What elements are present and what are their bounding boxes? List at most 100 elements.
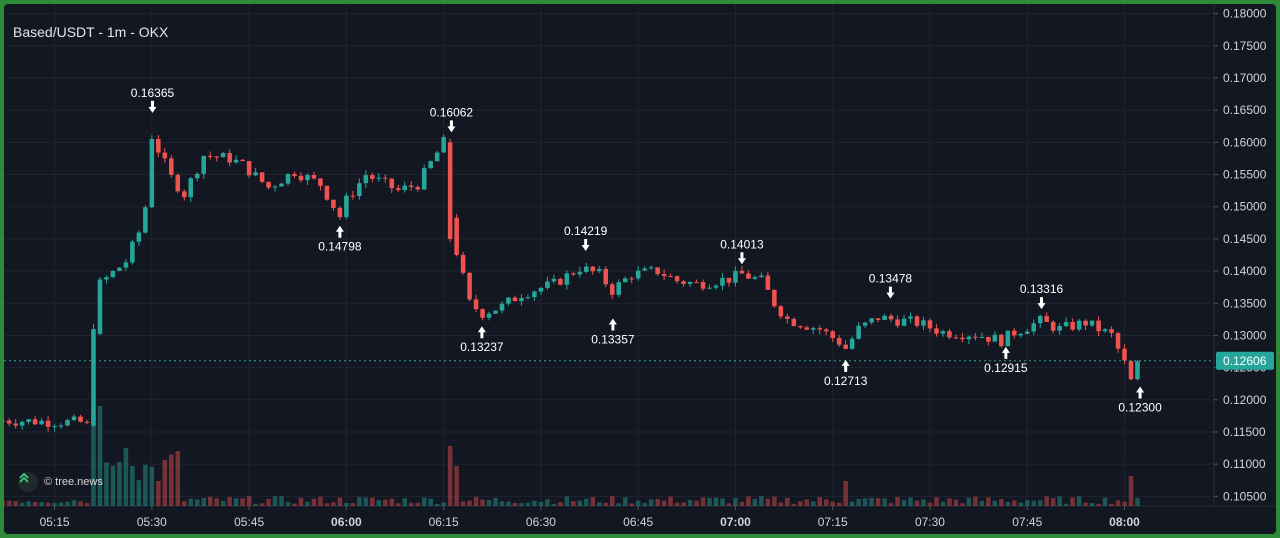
candle-body	[694, 282, 699, 284]
candle-body	[603, 268, 609, 285]
price-annotation-label: 0.16365	[131, 86, 175, 100]
candle-body	[65, 420, 70, 426]
x-tick-label: 05:30	[137, 515, 167, 529]
volume-bar	[1089, 503, 1095, 506]
candle-body	[512, 297, 518, 302]
volume-bar	[499, 501, 505, 506]
candle-body	[486, 313, 492, 318]
candlestick-chart[interactable]: 0.16365 0.14798 0.16062 0.13237 0.14219 0.133…	[4, 4, 1276, 534]
current-price-label: 0.12606	[1223, 354, 1267, 368]
candle-body	[1031, 323, 1037, 332]
volume-bar	[953, 499, 959, 506]
volume-bar	[1057, 496, 1062, 506]
candle-body	[480, 309, 485, 318]
candle-body	[778, 306, 784, 317]
candle-body	[681, 281, 686, 285]
y-tick-label: 0.16500	[1223, 103, 1267, 117]
volume-bar	[421, 497, 427, 506]
volume-bar	[441, 502, 446, 506]
candle-body	[908, 316, 913, 319]
volume-bar	[720, 498, 725, 506]
candle-body	[1005, 330, 1011, 347]
candle-body	[564, 273, 570, 285]
candle-body	[1109, 329, 1114, 334]
volume-bar	[512, 503, 518, 506]
candles	[4, 134, 1140, 432]
candle-body	[927, 320, 933, 329]
volume-bar	[389, 498, 395, 506]
volume-bar	[473, 496, 479, 506]
volume-bar	[1135, 497, 1140, 506]
volume-bar	[888, 502, 894, 506]
candle-body	[395, 188, 401, 191]
candle-body	[136, 232, 142, 242]
price-annotation-label: 0.12713	[824, 374, 868, 388]
candle-body	[26, 419, 31, 422]
volume-bar	[849, 501, 855, 506]
volume-bar	[130, 465, 135, 506]
candle-body	[240, 159, 245, 162]
candle-body	[454, 217, 459, 255]
candle-body	[525, 297, 531, 299]
candle-body	[648, 267, 654, 269]
candle-body	[143, 207, 148, 233]
volume-bar	[875, 498, 881, 506]
candle-body	[622, 278, 628, 283]
candle-body	[940, 331, 946, 334]
volume-bar	[266, 498, 271, 506]
volume-bar	[629, 503, 634, 506]
volume-bar	[687, 499, 693, 506]
volume-bar	[635, 500, 641, 506]
volume-bar	[661, 500, 667, 506]
candle-body	[1012, 330, 1017, 336]
volume-bar	[415, 502, 420, 506]
candle-body	[545, 281, 550, 288]
volume-bar	[973, 496, 978, 506]
candle-body	[992, 334, 998, 342]
volume-bar	[149, 466, 155, 506]
x-axis: 05:15 05:30 05:45 06:00 06:15 06:30 06:45 07:00…	[40, 506, 1140, 529]
up-arrow-icon	[1136, 386, 1145, 399]
candle-body	[181, 191, 187, 198]
volume-bar	[19, 502, 25, 506]
candle-body	[272, 186, 278, 188]
y-tick-label: 0.16000	[1223, 135, 1267, 149]
volume-bar	[331, 502, 336, 506]
volume-bar	[1018, 502, 1024, 506]
volume-bar	[311, 498, 317, 506]
down-arrow-icon	[1037, 297, 1046, 310]
candle-body	[986, 336, 991, 342]
candle-body	[843, 344, 848, 349]
candle-body	[571, 273, 576, 275]
volume-bar	[1050, 498, 1056, 506]
candle-body	[934, 328, 939, 334]
candle-body	[720, 277, 725, 286]
volume-bar	[104, 462, 109, 506]
volume-bar	[713, 497, 719, 506]
candle-body	[91, 329, 96, 426]
volume-bar	[590, 497, 596, 506]
volume-bar	[584, 498, 589, 506]
volume-bar	[4, 500, 5, 506]
volume-bar	[123, 447, 129, 506]
x-tick-label: 07:15	[818, 515, 848, 529]
volume-bar	[272, 496, 278, 506]
candle-body	[6, 420, 12, 424]
volume-bar	[454, 466, 459, 506]
up-arrow-icon	[841, 359, 850, 372]
volume-bar	[233, 498, 239, 506]
volume-bar	[1115, 500, 1121, 506]
volume-bar	[428, 498, 433, 506]
candle-body	[110, 270, 116, 278]
volume-bar	[694, 500, 699, 506]
volume-bar	[357, 497, 362, 506]
candle-body	[798, 326, 803, 328]
volume-bar	[45, 502, 51, 506]
volume-bar	[532, 500, 537, 506]
volume-bar	[136, 480, 142, 506]
candle-body	[214, 156, 219, 158]
candle-body	[584, 266, 589, 272]
candle-body	[156, 138, 161, 153]
volume-bar	[700, 497, 706, 506]
volume-bar	[901, 499, 907, 506]
